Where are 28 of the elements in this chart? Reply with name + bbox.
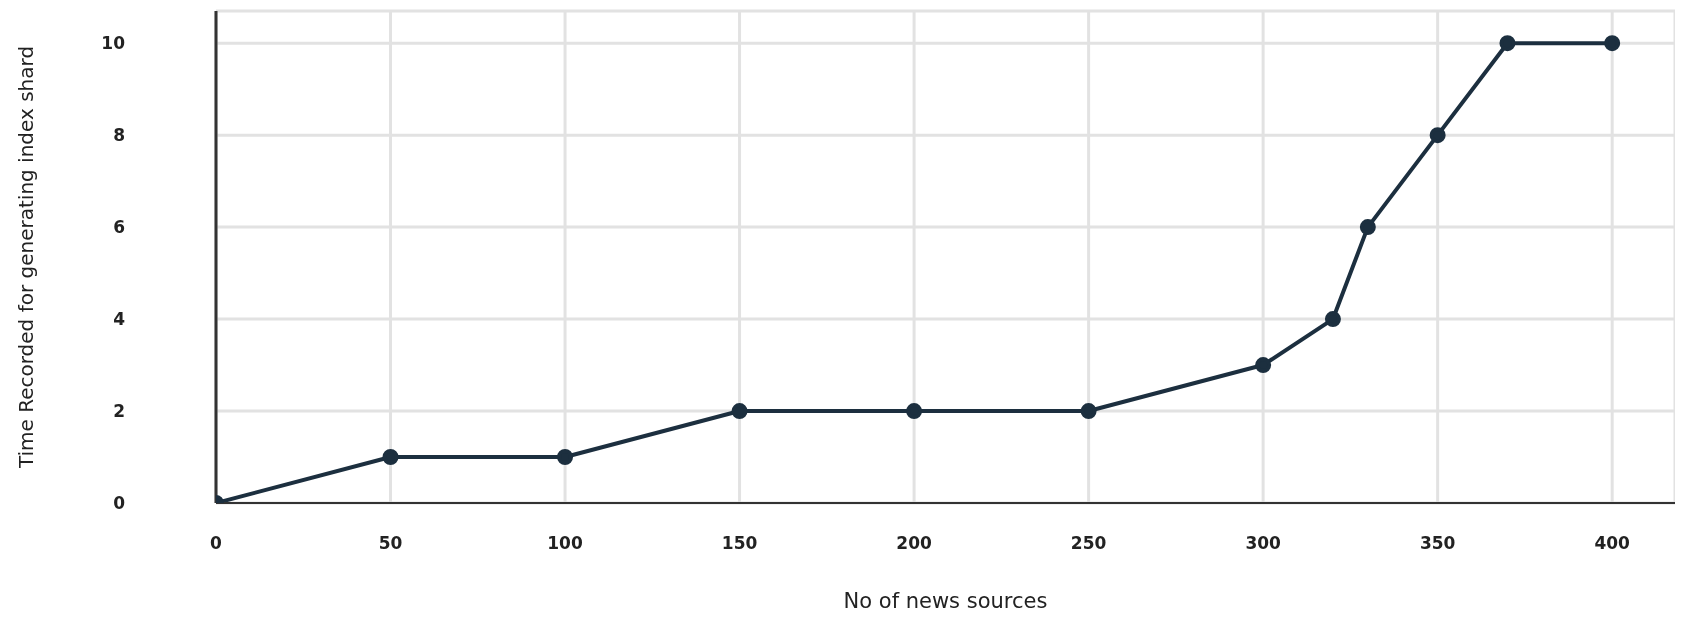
point (731, 403, 748, 420)
point (557, 449, 574, 466)
y-tick-label: 4 (113, 309, 126, 330)
point (1359, 219, 1376, 236)
y-tick-label: 6 (113, 217, 125, 238)
x-axis-title: No of news sources (843, 589, 1048, 613)
x-tick-label: 350 (1419, 533, 1456, 554)
point (382, 449, 399, 466)
y-tick-label: 8 (113, 125, 125, 146)
x-tick-label: 50 (378, 533, 403, 554)
y-tick-label: 2 (113, 401, 125, 422)
y-tick-label: 10 (101, 33, 126, 54)
y-axis-title: Time Recorded for generating index shard (14, 45, 39, 470)
x-tick-label: 400 (1594, 533, 1631, 554)
point (906, 403, 923, 420)
x-tick-label: 250 (1070, 533, 1107, 554)
y-tick-label: 0 (113, 493, 126, 514)
point (1604, 35, 1621, 52)
x-tick-label: 100 (547, 533, 583, 554)
point (1324, 311, 1341, 328)
point (1429, 127, 1446, 144)
x-tick-label: 200 (896, 533, 932, 554)
x-tick-label: 300 (1245, 533, 1282, 554)
point (1255, 357, 1272, 374)
point (1080, 403, 1097, 420)
x-tick-label: 0 (210, 533, 223, 554)
x-tick-label: 150 (721, 533, 758, 554)
point (1499, 35, 1516, 52)
